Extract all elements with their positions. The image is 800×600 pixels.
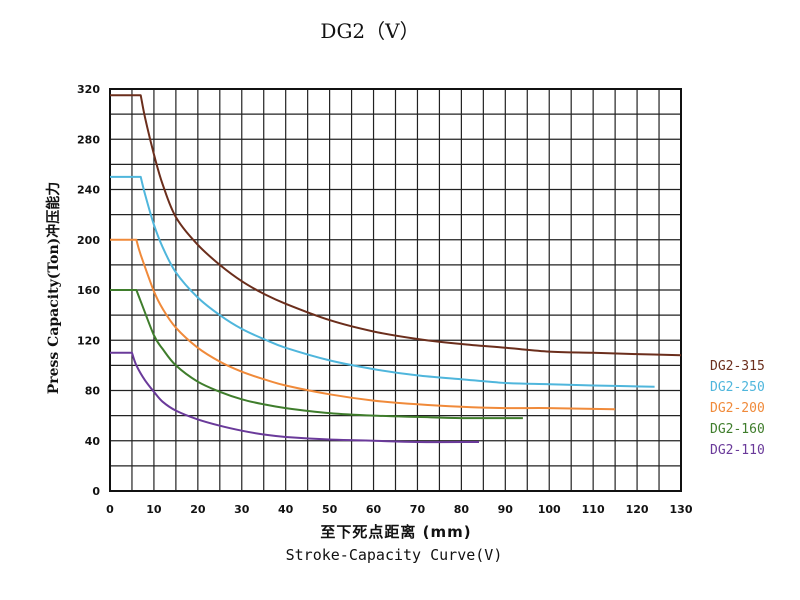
y-tick-label: 0 bbox=[92, 485, 100, 498]
x-tick-label: 80 bbox=[454, 503, 470, 516]
y-tick-label: 80 bbox=[85, 385, 101, 398]
chart-title: DG2（V） bbox=[320, 19, 419, 43]
x-tick-label: 120 bbox=[626, 503, 649, 516]
x-axis-label: 至下死点距离 (mm) bbox=[320, 523, 471, 541]
x-tick-label: 130 bbox=[670, 503, 693, 516]
series-line-dg2-315 bbox=[110, 94, 682, 357]
legend: DG2-315 DG2-250 DG2-200 DG2-160 DG2-110 bbox=[710, 359, 765, 458]
legend-entry-dg2-250: DG2-250 bbox=[710, 380, 765, 395]
y-tick-label: 280 bbox=[77, 133, 100, 146]
legend-entry-dg2-160: DG2-160 bbox=[710, 422, 765, 437]
x-tick-label: 50 bbox=[322, 503, 338, 516]
series-line-dg2-160 bbox=[110, 289, 523, 420]
series-line-dg2-200 bbox=[110, 238, 616, 411]
y-tick-label: 320 bbox=[77, 83, 100, 96]
x-tick-labels: 0 10 20 30 40 50 60 70 80 90 100 110 120 130 bbox=[106, 503, 693, 516]
x-tick-label: 10 bbox=[146, 503, 162, 516]
x-tick-label: 90 bbox=[498, 503, 514, 516]
series-lines bbox=[110, 94, 682, 444]
y-tick-label: 120 bbox=[77, 334, 100, 347]
x-tick-label: 70 bbox=[410, 503, 426, 516]
series-line-dg2-110 bbox=[110, 351, 480, 444]
y-tick-label: 240 bbox=[77, 184, 100, 197]
y-axis-label: Press Capacity(Ton)冲压能力 bbox=[45, 182, 62, 395]
x-tick-label: 0 bbox=[106, 503, 114, 516]
series-line-dg2-250 bbox=[110, 175, 655, 388]
y-tick-label: 40 bbox=[85, 435, 101, 448]
legend-entry-dg2-110: DG2-110 bbox=[710, 443, 765, 458]
x-tick-label: 110 bbox=[582, 503, 605, 516]
x-tick-label: 20 bbox=[190, 503, 206, 516]
legend-entry-dg2-200: DG2-200 bbox=[710, 401, 765, 416]
grid bbox=[109, 88, 682, 492]
x-tick-label: 60 bbox=[366, 503, 382, 516]
x-tick-label: 100 bbox=[538, 503, 561, 516]
x-tick-label: 30 bbox=[234, 503, 250, 516]
x-tick-label: 40 bbox=[278, 503, 294, 516]
x-axis-caption: Stroke-Capacity Curve(V) bbox=[286, 546, 503, 564]
y-tick-label: 200 bbox=[77, 234, 100, 247]
y-tick-label: 160 bbox=[77, 284, 100, 297]
legend-entry-dg2-315: DG2-315 bbox=[710, 359, 765, 374]
y-tick-labels: 0 40 80 120 160 200 240 280 320 bbox=[77, 83, 100, 498]
